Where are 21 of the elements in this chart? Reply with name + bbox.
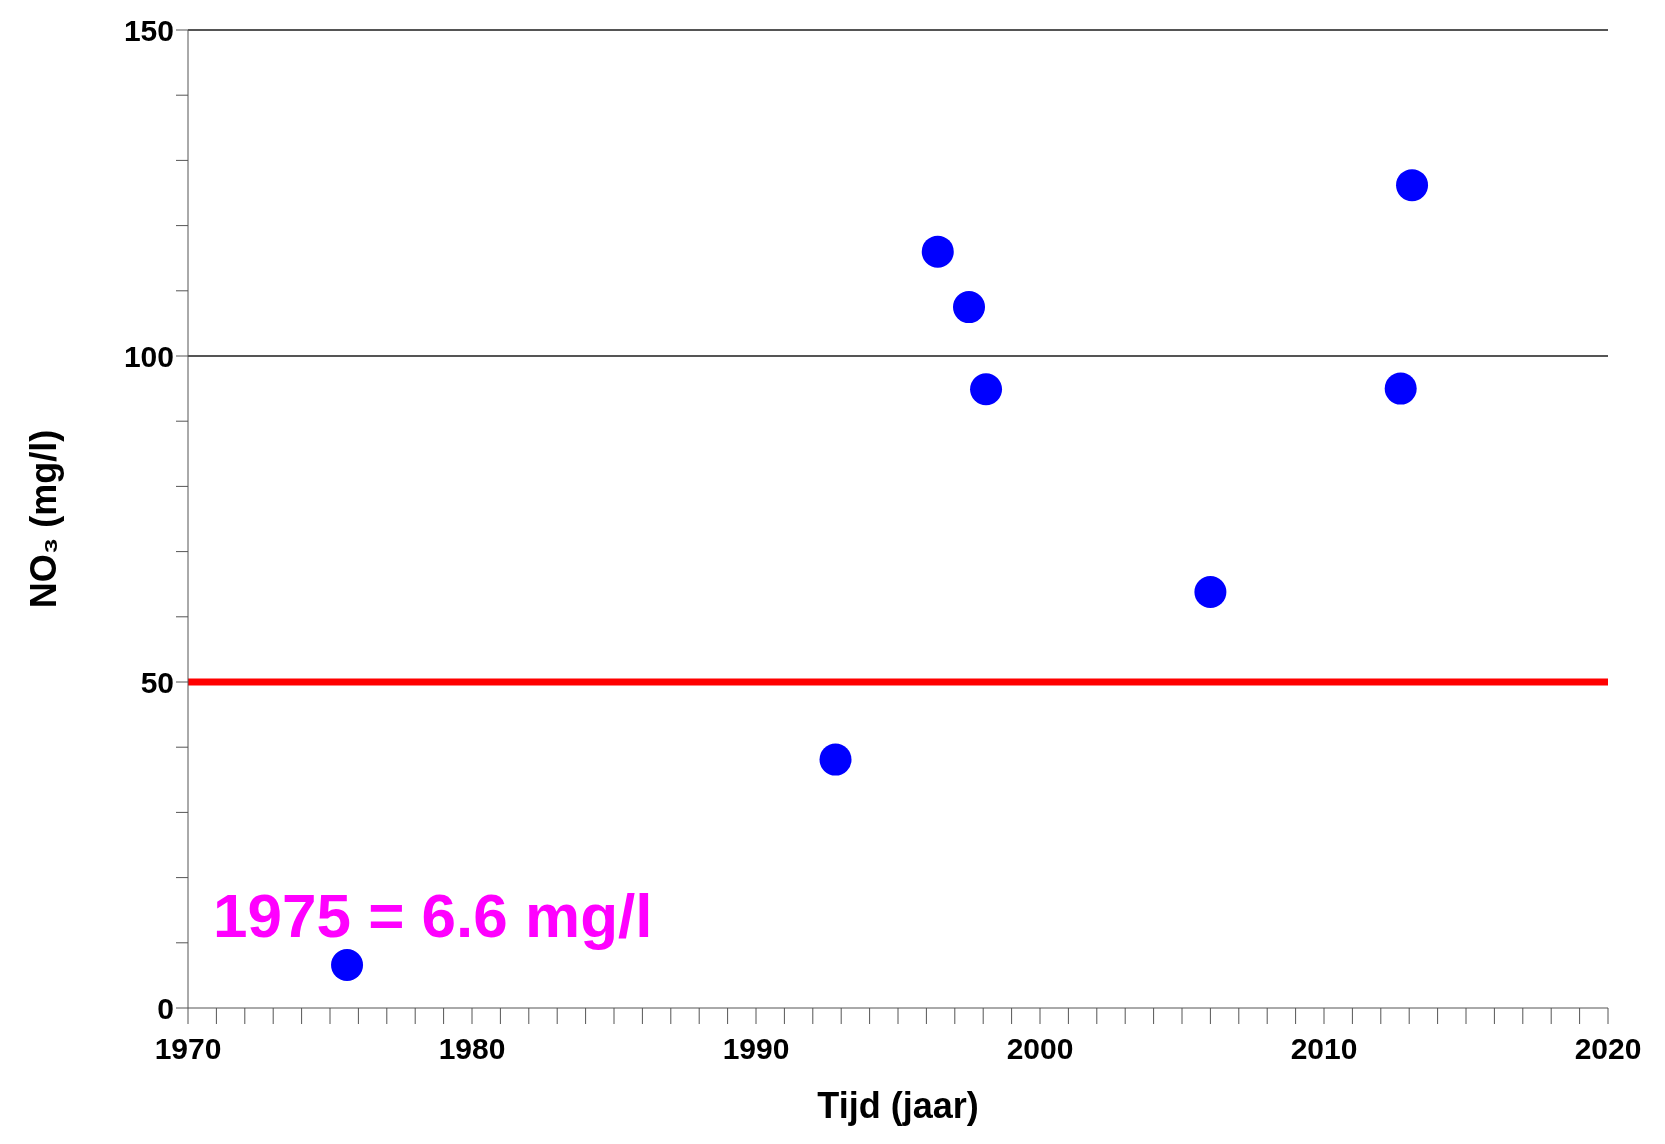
y-axis-title: NO₃ (mg/l) xyxy=(22,429,64,609)
point xyxy=(1194,576,1227,609)
annotation: 1975 = 6.6 mg/l xyxy=(213,880,653,951)
point xyxy=(953,291,985,324)
x-tick-label: 1970 xyxy=(154,1032,222,1066)
x-tick-label: 1990 xyxy=(722,1032,790,1066)
point xyxy=(1396,169,1429,202)
point xyxy=(1384,372,1417,405)
x-tick-label: 1980 xyxy=(438,1032,506,1066)
point xyxy=(970,373,1003,406)
x-tick-label: 2010 xyxy=(1290,1032,1358,1066)
point xyxy=(331,948,364,981)
x-tick-label: 2020 xyxy=(1574,1032,1642,1066)
x-axis-title: Tijd (jaar) xyxy=(817,1085,979,1126)
y-tick-label: 50 xyxy=(140,665,174,699)
y-tick-label: 150 xyxy=(123,13,174,47)
point xyxy=(921,235,954,268)
y-tick-label: 100 xyxy=(123,339,174,373)
y-tick-label: 0 xyxy=(157,991,174,1025)
point xyxy=(819,743,852,776)
x-tick-label: 2000 xyxy=(1006,1032,1074,1066)
